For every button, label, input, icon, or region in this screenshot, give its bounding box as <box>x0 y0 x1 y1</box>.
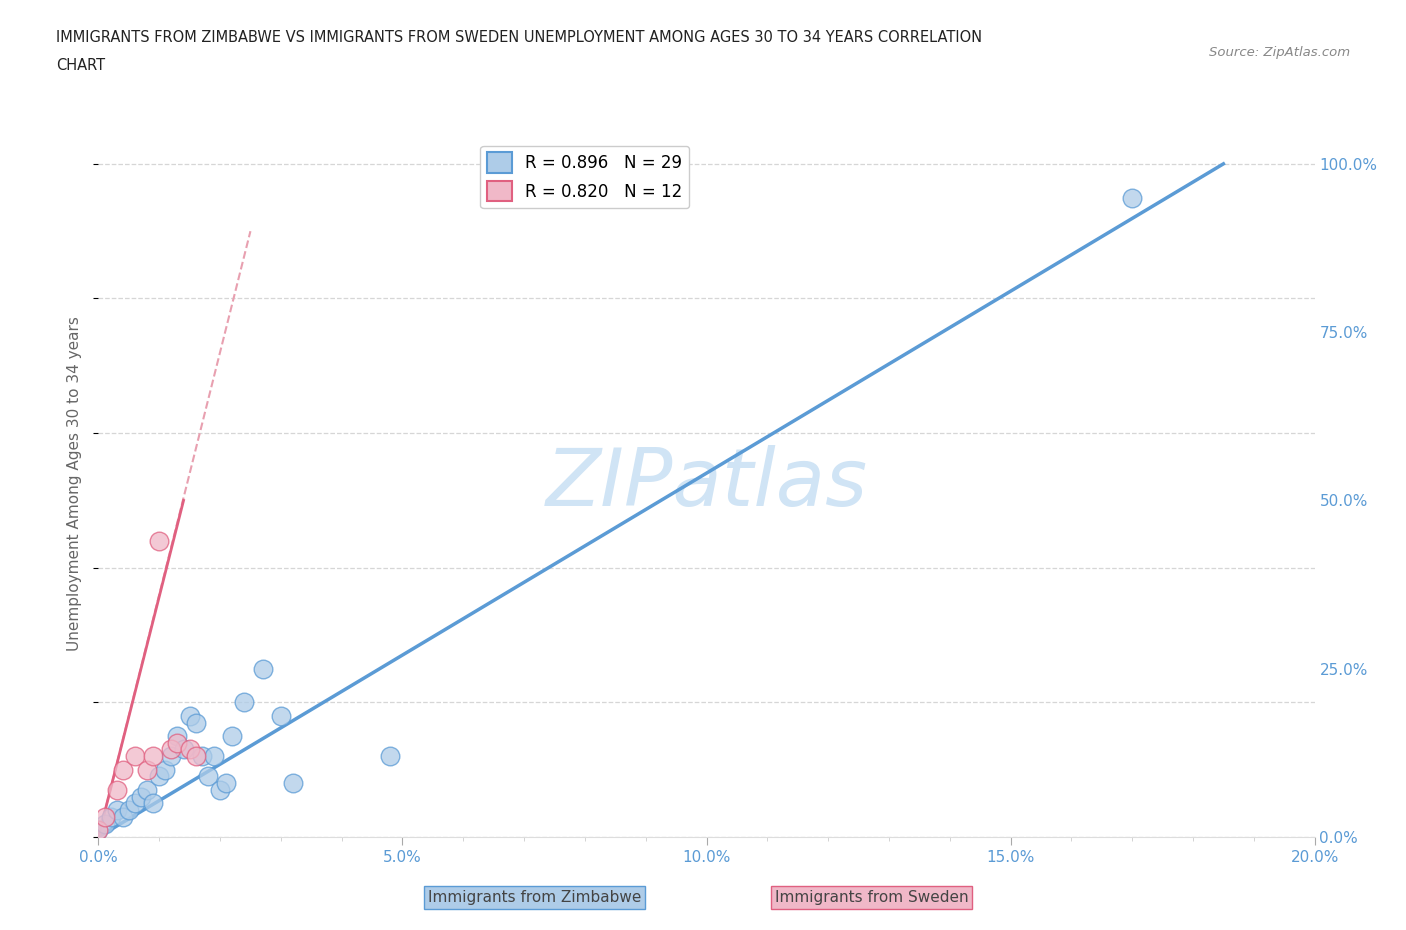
Point <box>166 736 188 751</box>
Text: CHART: CHART <box>56 58 105 73</box>
Point <box>184 749 207 764</box>
Text: Source: ZipAtlas.com: Source: ZipAtlas.com <box>1209 46 1350 59</box>
Point <box>155 763 177 777</box>
Point <box>252 661 274 676</box>
Text: IMMIGRANTS FROM ZIMBABWE VS IMMIGRANTS FROM SWEDEN UNEMPLOYMENT AMONG AGES 30 TO: IMMIGRANTS FROM ZIMBABWE VS IMMIGRANTS F… <box>56 30 983 45</box>
Text: Immigrants from Sweden: Immigrants from Sweden <box>775 890 969 905</box>
Legend: R = 0.896   N = 29, R = 0.820   N = 12: R = 0.896 N = 29, R = 0.820 N = 12 <box>481 146 689 208</box>
Point <box>129 790 152 804</box>
Point <box>166 728 188 743</box>
Point <box>197 769 219 784</box>
Point <box>191 749 214 764</box>
Point <box>270 709 292 724</box>
Point <box>221 728 243 743</box>
Y-axis label: Unemployment Among Ages 30 to 34 years: Unemployment Among Ages 30 to 34 years <box>67 316 83 651</box>
Point <box>105 803 128 817</box>
Point <box>142 749 165 764</box>
Point <box>124 796 146 811</box>
Point <box>173 742 195 757</box>
Point <box>380 749 402 764</box>
Point <box>118 803 141 817</box>
Text: Immigrants from Zimbabwe: Immigrants from Zimbabwe <box>427 890 641 905</box>
Point <box>1121 190 1143 205</box>
Point <box>215 776 238 790</box>
Text: ZIPatlas: ZIPatlas <box>546 445 868 523</box>
Point <box>136 782 159 797</box>
Point <box>184 715 207 730</box>
Point <box>202 749 225 764</box>
Point <box>100 809 122 824</box>
Point <box>136 763 159 777</box>
Point <box>179 709 201 724</box>
Point <box>160 742 183 757</box>
Point <box>111 763 134 777</box>
Point <box>179 742 201 757</box>
Point <box>209 782 232 797</box>
Point <box>105 782 128 797</box>
Point <box>148 534 170 549</box>
Point <box>93 817 115 831</box>
Point <box>111 809 134 824</box>
Point <box>142 796 165 811</box>
Point <box>160 749 183 764</box>
Point <box>93 809 115 824</box>
Point <box>233 695 256 710</box>
Point <box>87 823 110 838</box>
Point <box>281 776 304 790</box>
Point <box>87 823 110 838</box>
Point <box>148 769 170 784</box>
Point <box>124 749 146 764</box>
